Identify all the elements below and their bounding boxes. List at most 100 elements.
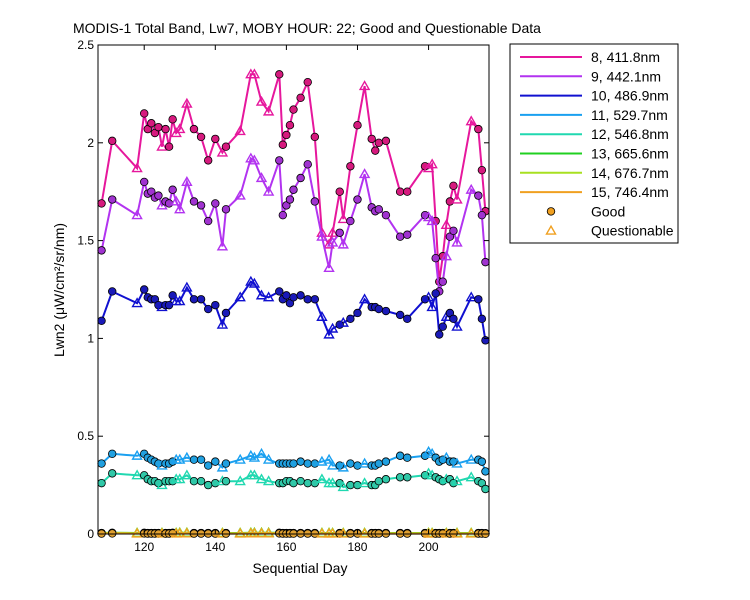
data-point-good <box>196 476 206 486</box>
data-point-questionable <box>131 297 143 308</box>
data-point-good <box>303 77 312 87</box>
data-point-good <box>154 122 163 132</box>
data-point-good <box>310 132 320 142</box>
data-point-questionable <box>358 80 371 91</box>
data-point-questionable <box>248 68 261 79</box>
y-tick-label: 1.5 <box>77 234 94 248</box>
data-point-good <box>289 459 298 468</box>
data-point-good <box>140 109 149 118</box>
data-point-questionable <box>323 328 335 339</box>
data-point-questionable <box>174 123 186 134</box>
data-point-good <box>481 467 490 476</box>
data-point-good <box>395 187 405 196</box>
data-point-good <box>346 480 355 490</box>
data-point-good <box>108 195 117 204</box>
data-point-good <box>438 322 447 331</box>
data-point-good <box>221 205 231 214</box>
data-point-good <box>395 451 405 460</box>
y-tick-label: 1 <box>87 331 94 345</box>
x-tick-label: 180 <box>347 540 367 554</box>
data-point-questionable <box>131 209 143 220</box>
data-point-questionable <box>316 455 328 466</box>
data-point-questionable <box>451 475 463 486</box>
legend-label: 12, 546.8nm <box>591 126 669 142</box>
data-point-questionable <box>337 481 349 492</box>
data-point-questionable <box>234 291 246 302</box>
data-point-good <box>97 478 106 488</box>
legend-label: 13, 665.6nm <box>591 146 669 162</box>
data-point-good <box>108 136 117 146</box>
data-point-questionable <box>316 473 328 484</box>
data-point-good <box>108 287 117 296</box>
data-point-good <box>477 314 487 324</box>
data-point-good <box>381 210 391 220</box>
data-point-questionable <box>216 318 229 329</box>
data-point-good <box>381 136 391 146</box>
series-3 <box>97 445 490 476</box>
data-point-questionable <box>422 211 435 222</box>
data-point-questionable <box>451 457 463 468</box>
data-point-questionable <box>174 527 186 538</box>
data-point-good <box>189 124 199 134</box>
data-point-good <box>108 469 117 478</box>
data-point-good <box>374 205 384 214</box>
data-point-questionable <box>326 459 339 470</box>
data-point-good <box>310 295 320 304</box>
data-point-questionable <box>358 477 371 488</box>
data-point-good <box>346 216 355 226</box>
data-point-good <box>477 165 487 175</box>
data-point-good <box>403 314 412 324</box>
data-point-questionable <box>255 447 268 458</box>
data-point-questionable <box>131 162 143 173</box>
data-point-questionable <box>451 320 463 331</box>
data-point-questionable <box>181 97 193 108</box>
data-point-questionable <box>323 238 335 249</box>
legend-label: 11, 529.7nm <box>591 107 668 123</box>
data-point-good <box>449 314 458 324</box>
data-point-questionable <box>131 469 143 480</box>
data-point-questionable <box>181 176 193 186</box>
data-point-good <box>289 105 298 114</box>
data-point-good <box>353 308 362 318</box>
data-point-good <box>278 210 288 220</box>
data-point-good <box>335 187 344 196</box>
data-point-questionable <box>440 219 453 230</box>
data-point-questionable <box>326 322 339 333</box>
data-point-good <box>97 246 106 255</box>
data-point-good <box>211 457 220 466</box>
data-point-good <box>211 300 220 310</box>
data-point-questionable <box>262 453 275 464</box>
data-point-questionable <box>174 203 186 214</box>
data-point-questionable <box>216 240 229 251</box>
y-tick-label: 0 <box>87 527 94 541</box>
data-point-good <box>189 476 199 486</box>
data-point-good <box>374 476 384 486</box>
data-point-good <box>381 457 391 466</box>
data-point-questionable <box>234 527 246 538</box>
data-point-good <box>196 295 206 304</box>
data-point-good <box>289 185 298 194</box>
data-point-questionable <box>262 475 275 486</box>
data-point-questionable <box>358 293 371 304</box>
series-2 <box>97 275 490 345</box>
data-point-good <box>346 162 355 171</box>
legend-label: 15, 746.4nm <box>591 184 669 200</box>
data-point-good <box>275 287 284 296</box>
data-point-good <box>203 156 213 165</box>
data-point-questionable <box>174 295 186 306</box>
data-point-questionable <box>451 193 463 204</box>
data-point-good <box>282 130 291 140</box>
data-point-questionable <box>174 453 186 464</box>
data-point-good <box>296 457 305 466</box>
series-4 <box>97 467 490 494</box>
data-point-questionable <box>326 477 339 488</box>
data-point-good <box>431 254 440 263</box>
data-point-good <box>196 132 206 142</box>
data-point-good <box>296 291 305 300</box>
data-point-good <box>296 93 305 103</box>
data-point-questionable <box>255 172 268 183</box>
data-point-questionable <box>255 95 268 106</box>
data-point-good <box>154 191 163 200</box>
data-point-good <box>303 160 312 169</box>
